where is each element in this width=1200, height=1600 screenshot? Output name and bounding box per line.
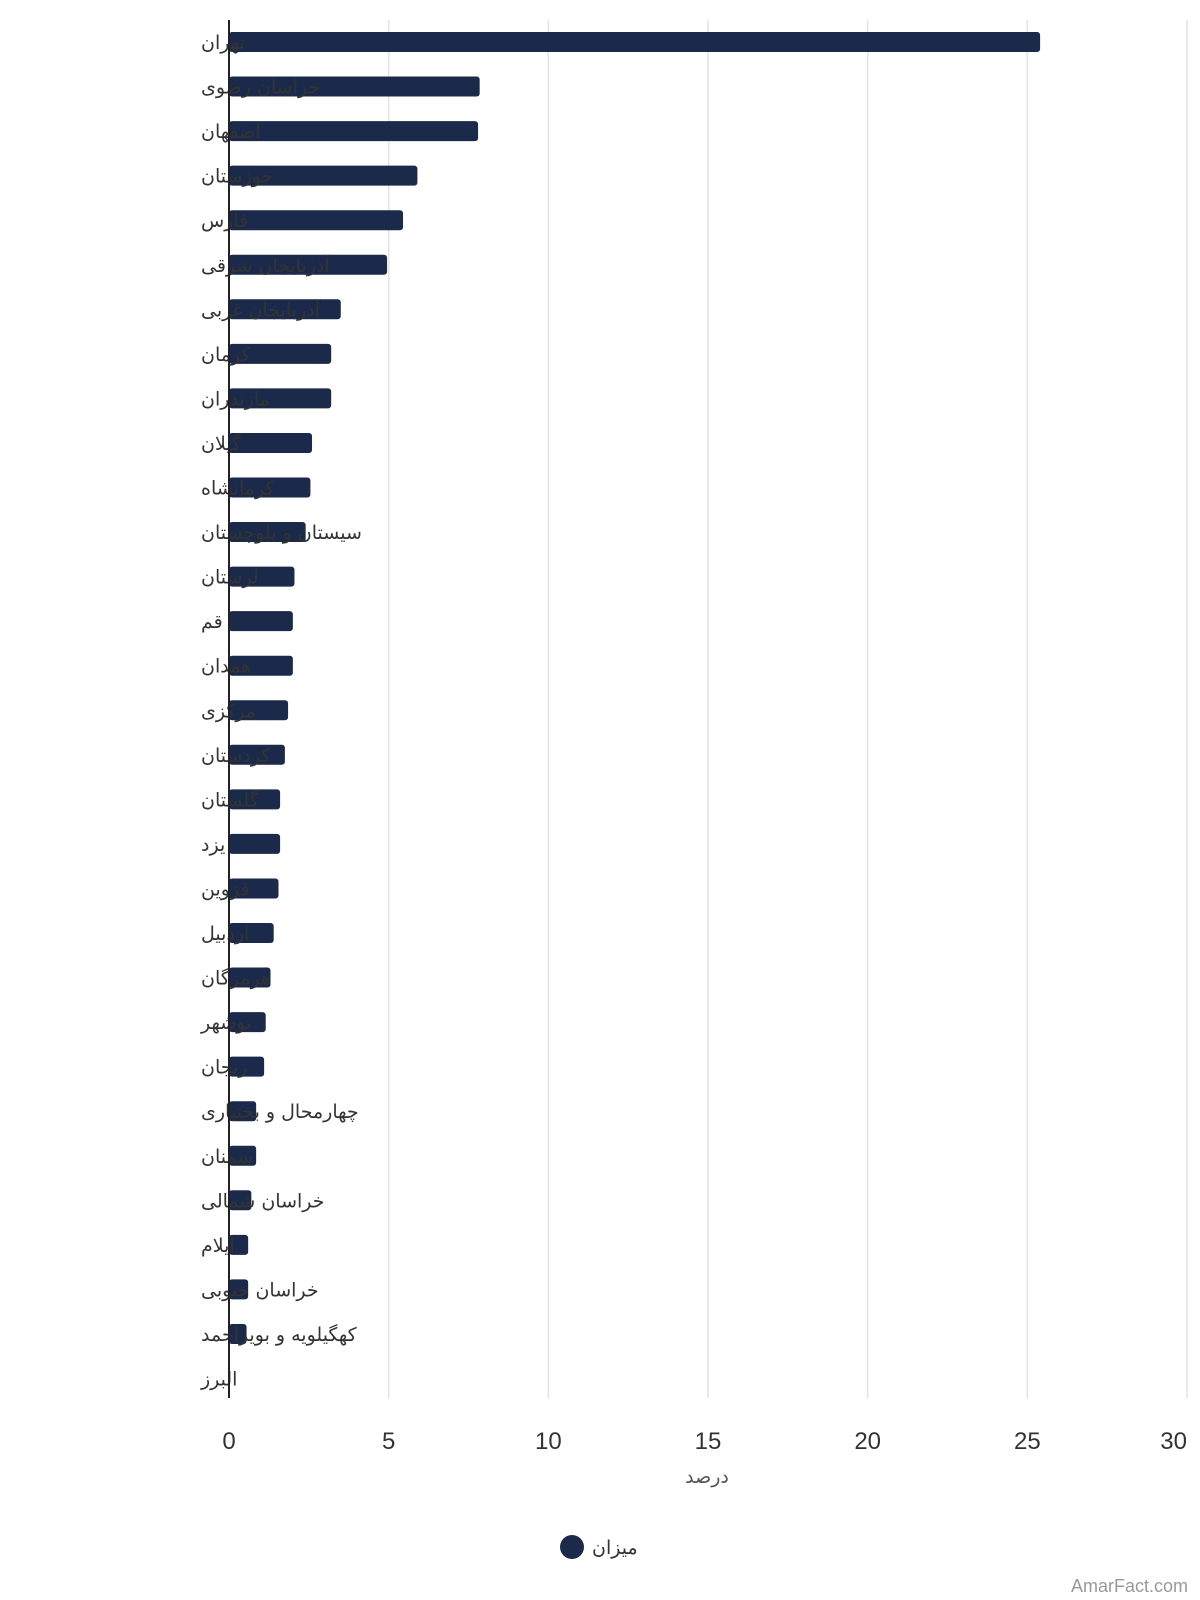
category-label: خراسان شمالی [201, 1190, 325, 1212]
bar[interactable] [229, 522, 306, 543]
category-label: آذربایجان شرقی [201, 253, 330, 277]
x-tick-label: 20 [854, 1428, 881, 1455]
bar[interactable] [229, 1012, 266, 1033]
bar[interactable] [229, 833, 281, 854]
category-label: هرمزگان [201, 967, 271, 990]
category-label: گلستان [201, 788, 260, 811]
category-label: زنجان [201, 1057, 247, 1079]
category-label: گیلان [201, 432, 242, 455]
bar[interactable] [229, 1145, 257, 1166]
bar[interactable] [229, 477, 311, 498]
category-label: کرمانشاه [201, 478, 275, 500]
bar[interactable] [229, 789, 281, 810]
category-label: خراسان رضوی [201, 77, 320, 99]
bar[interactable] [229, 165, 418, 186]
legend-marker [560, 1535, 584, 1559]
bar[interactable] [229, 1190, 252, 1211]
legend[interactable]: میزان [560, 1535, 638, 1559]
bar[interactable] [229, 210, 404, 231]
x-tick-labels: 0 5 10 15 20 25 30 [222, 1428, 1187, 1455]
category-label: فارس [201, 210, 248, 232]
bar[interactable] [229, 388, 332, 409]
category-label: البرز [200, 1369, 237, 1391]
bar[interactable] [229, 121, 479, 142]
x-tick-label: 0 [222, 1428, 235, 1455]
x-tick-label: 30 [1160, 1428, 1187, 1455]
category-label: قم [201, 611, 223, 633]
bar[interactable] [229, 1279, 249, 1300]
bar[interactable] [229, 566, 295, 587]
category-label: کرمان [201, 344, 251, 366]
x-tick-label: 10 [535, 1428, 562, 1455]
bar[interactable] [229, 744, 285, 765]
bar[interactable] [229, 343, 332, 364]
category-label: قزوین [201, 878, 250, 900]
x-axis-title: درصد [685, 1466, 729, 1488]
category-label: همدان [201, 656, 251, 678]
category-label: خراسان جنوبی [201, 1279, 319, 1301]
bar[interactable] [229, 1234, 249, 1255]
bar[interactable] [229, 1101, 257, 1122]
category-label: خوزستان [201, 166, 273, 188]
category-label: ایلام [201, 1235, 235, 1257]
bar[interactable] [229, 254, 388, 275]
category-label: کردستان [201, 745, 271, 767]
bar[interactable] [229, 76, 480, 97]
category-labels: تهران خراسان رضوی اصفهان خوزستان فارس آذربایج… [200, 32, 362, 1391]
category-label: بوشهر [200, 1012, 251, 1034]
category-label: یزد [201, 834, 225, 856]
x-tick-label: 15 [695, 1428, 722, 1455]
bar[interactable] [229, 299, 341, 320]
bar[interactable] [229, 32, 1041, 52]
category-label: تهران [201, 32, 245, 54]
bar[interactable] [229, 655, 293, 676]
bar[interactable] [229, 967, 271, 988]
credit-text: AmarFact.com [1071, 1576, 1188, 1596]
bar[interactable] [229, 611, 293, 632]
x-tick-label: 5 [382, 1428, 395, 1455]
category-label: چهارمحال و بختیاری [201, 1101, 359, 1123]
category-label: اصفهان [201, 121, 261, 143]
bar[interactable] [229, 432, 313, 453]
category-label: اردبیل [201, 923, 249, 945]
category-label: مازندران [201, 388, 270, 410]
bar[interactable] [229, 700, 289, 721]
grid-lines [387, 20, 1188, 1398]
x-tick-label: 25 [1014, 1428, 1041, 1455]
category-label: آذربایجان غربی [201, 297, 321, 321]
category-label: سمنان [201, 1146, 253, 1168]
bar[interactable] [229, 1323, 247, 1344]
bar[interactable] [229, 1056, 265, 1077]
bars [229, 32, 1041, 1344]
bar[interactable] [229, 923, 274, 943]
category-label: کهگیلویه و بویراحمد [201, 1323, 358, 1346]
legend-label: میزان [592, 1537, 638, 1559]
bar[interactable] [229, 878, 279, 899]
category-label: سیستان و بلوچستان [201, 522, 362, 544]
